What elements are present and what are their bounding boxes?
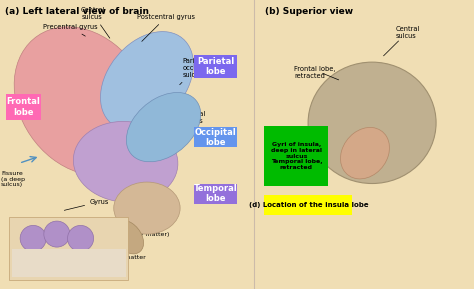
Text: Frontal
lobe: Frontal lobe: [7, 97, 40, 117]
Ellipse shape: [14, 27, 152, 175]
Text: Cortex (gray matter): Cortex (gray matter): [72, 231, 170, 236]
Text: Parietal
lobe: Parietal lobe: [197, 57, 234, 76]
Ellipse shape: [68, 225, 94, 251]
Text: (a) Left lateral view of brain: (a) Left lateral view of brain: [5, 7, 149, 16]
FancyBboxPatch shape: [194, 127, 237, 147]
Ellipse shape: [127, 92, 201, 162]
FancyBboxPatch shape: [264, 126, 328, 186]
FancyBboxPatch shape: [264, 195, 352, 215]
Text: Central
sulcus: Central sulcus: [80, 7, 110, 38]
FancyBboxPatch shape: [6, 94, 41, 120]
Ellipse shape: [44, 221, 70, 247]
FancyBboxPatch shape: [194, 55, 237, 78]
Text: White matter: White matter: [69, 255, 146, 260]
Ellipse shape: [73, 121, 178, 202]
Text: Parieto-
occipital
sulcus: Parieto- occipital sulcus: [180, 58, 210, 85]
Text: Frontal lobe,
retracted: Frontal lobe, retracted: [294, 66, 335, 79]
FancyBboxPatch shape: [194, 184, 237, 204]
Text: Gyrus: Gyrus: [64, 199, 109, 210]
Text: Lateral
sulcus: Lateral sulcus: [155, 111, 206, 124]
Text: Fissure
(a deep
sulcus): Fissure (a deep sulcus): [1, 171, 25, 188]
Text: Occipital
lobe: Occipital lobe: [195, 127, 237, 147]
Ellipse shape: [340, 127, 390, 179]
Ellipse shape: [112, 220, 144, 254]
Ellipse shape: [114, 182, 180, 234]
Ellipse shape: [308, 62, 436, 184]
Ellipse shape: [100, 32, 193, 130]
Text: Temporal
lobe: Temporal lobe: [194, 184, 237, 203]
FancyBboxPatch shape: [12, 249, 126, 277]
Text: Central
sulcus: Central sulcus: [396, 26, 420, 39]
Text: Gyri of insula,
deep in lateral
sulcus
Temporal lobe,
retracted: Gyri of insula, deep in lateral sulcus T…: [271, 142, 322, 170]
FancyBboxPatch shape: [9, 217, 128, 280]
Text: (b) Superior view: (b) Superior view: [265, 7, 354, 16]
Text: Postcentral gyrus: Postcentral gyrus: [137, 14, 195, 41]
Ellipse shape: [20, 225, 46, 251]
Text: Precentral gyrus: Precentral gyrus: [43, 24, 97, 36]
Text: Sulcus: Sulcus: [57, 243, 125, 248]
Text: (d) Location of the insula lobe: (d) Location of the insula lobe: [248, 202, 368, 208]
